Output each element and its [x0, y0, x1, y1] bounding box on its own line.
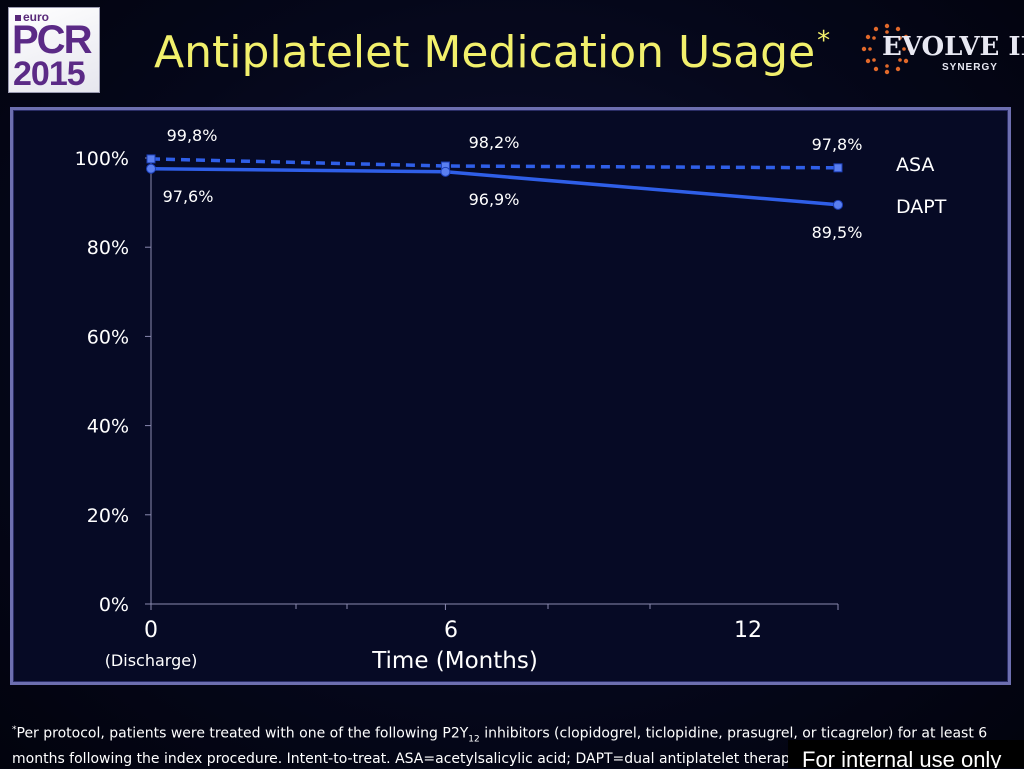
footnote: *Per protocol, patients were treated wit… — [12, 720, 1012, 769]
data-point-asa — [146, 154, 156, 164]
page-title-text: Antiplatelet Medication Usage — [154, 27, 816, 78]
y-tick-label: 20% — [87, 505, 129, 527]
data-label-dapt: 97,6% — [163, 187, 214, 206]
y-ticks: 0% 20% 40% 60% 80% 100% — [75, 148, 151, 616]
data-labels: 99,8% 98,2% 97,8% 97,6% 96,9% 89,5% — [163, 126, 863, 242]
data-label-asa: 98,2% — [469, 133, 520, 152]
x-tick-label: 12 — [734, 618, 762, 643]
data-label-asa: 97,8% — [812, 135, 863, 154]
footnote-subscript: 12 — [468, 734, 480, 745]
y-tick-label: 100% — [75, 148, 129, 170]
internal-use-banner: For internal use only — [788, 740, 1024, 768]
y-tick-label: 80% — [87, 237, 129, 259]
data-point-dapt — [833, 199, 843, 210]
logo-euro-text: euro — [15, 10, 49, 24]
sunburst-icon — [861, 23, 913, 75]
x-sublabel: (Discharge) — [105, 651, 198, 670]
data-point-asa — [833, 163, 843, 173]
data-point-dapt — [146, 163, 156, 174]
x-axis-title: Time (Months) — [371, 648, 538, 674]
series-layer — [146, 154, 843, 210]
data-label-asa: 99,8% — [167, 126, 218, 145]
x-tick-label: 6 — [444, 618, 458, 643]
logo-pcr-text: PCR — [12, 18, 92, 62]
footnote-text-after: inhibitors (clopidogrel, ticlopidine, pr… — [12, 725, 988, 768]
europcr-logo: euro PCR 2015 — [8, 7, 100, 93]
chart-frame — [10, 107, 1011, 685]
legend-dapt: DAPT — [896, 196, 947, 218]
footnote-text-before: Per protocol, patients were treated with… — [16, 725, 469, 742]
data-label-dapt: 96,9% — [469, 190, 520, 209]
logo-synergy-text: SYNERGY — [942, 62, 998, 73]
evolve-logo: EVOLVE II SYNERGY — [860, 22, 1024, 78]
series-line-asa — [150, 157, 839, 170]
page-title: Antiplatelet Medication Usage* — [154, 26, 830, 78]
title-footnote-mark: * — [817, 26, 831, 56]
logo-evolve-text: EVOLVE II — [882, 32, 1024, 62]
data-label-dapt: 89,5% — [812, 223, 863, 242]
x-tick-label: 0 — [144, 618, 158, 643]
logo-year-text: 2015 — [13, 55, 86, 93]
y-tick-label: 40% — [87, 416, 129, 438]
y-tick-label: 0% — [99, 594, 129, 616]
footnote-mark: * — [12, 725, 17, 735]
x-ticks: 0 6 12 — [144, 604, 839, 643]
data-point-dapt — [440, 166, 451, 177]
legend-asa: ASA — [896, 154, 934, 176]
y-tick-label: 60% — [87, 326, 129, 348]
